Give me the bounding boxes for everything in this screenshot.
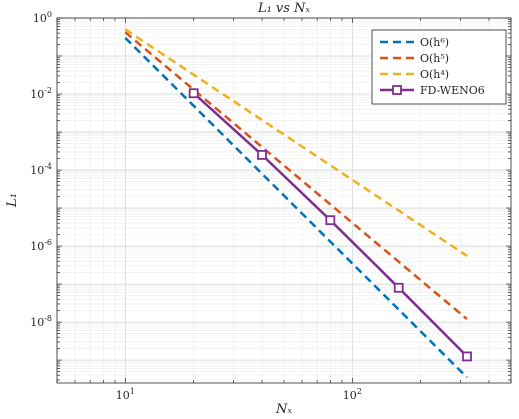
legend-entry: O(h⁶) [380,36,449,49]
series-2 [124,28,468,257]
series-line [124,28,468,257]
data-point [462,351,472,362]
x-tick-label: 102 [343,387,362,402]
series-3 [188,88,472,362]
ticks: 101 102 100 10-2 10-4 10-6 10-8 [30,10,512,402]
y-tick-label: 10-6 [30,238,52,253]
legend: O(h⁶) O(h⁵) O(h⁴) FD-WENO6 [371,29,507,105]
series-1 [124,31,468,321]
legend-entry: O(h⁵) [380,52,449,65]
x-tick-label: 101 [116,387,135,402]
legend-entry: O(h⁴) [380,68,449,81]
x-axis-label: Nₓ [275,402,292,417]
series-0 [124,37,468,379]
legend-label: O(h⁵) [420,52,449,65]
data-point [393,282,404,293]
series-layer [124,28,472,379]
legend-label: O(h⁴) [420,68,449,81]
series-line [124,37,468,379]
y-tick-label: 10-2 [30,86,52,101]
series-line [124,31,468,321]
y-tick-label: 10-4 [30,162,52,177]
data-point [257,150,267,160]
y-tick-label: 10-8 [30,314,52,329]
y-axis-label: L₁ [5,193,20,208]
data-point [188,88,199,99]
legend-label: O(h⁶) [420,36,449,49]
legend-entry: FD-WENO6 [380,84,485,97]
y-tick-label: 100 [33,10,52,25]
legend-label: FD-WENO6 [420,84,485,97]
chart-title: L₁ vs Nₓ [257,1,310,16]
data-point [325,215,336,226]
legend-marker [392,85,402,95]
